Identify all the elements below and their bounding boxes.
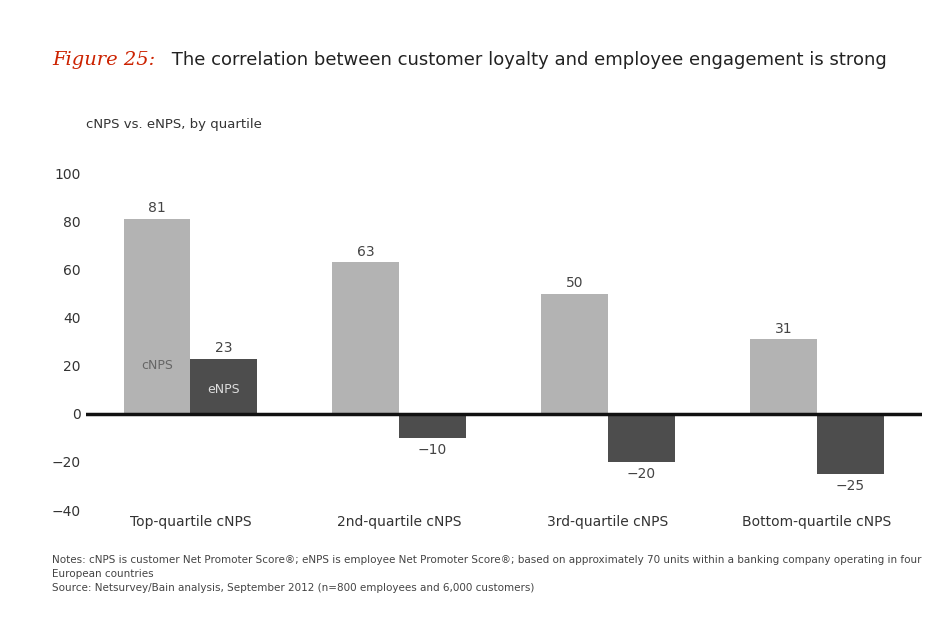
Bar: [817, 414, 884, 474]
Bar: [750, 339, 817, 414]
Text: The correlation between customer loyalty and employee engagement is strong: The correlation between customer loyalty…: [166, 51, 887, 69]
Text: eNPS: eNPS: [207, 383, 240, 396]
Text: European countries: European countries: [52, 569, 154, 579]
Text: −20: −20: [627, 466, 655, 481]
Bar: [190, 358, 257, 414]
Bar: [608, 414, 674, 462]
Text: 23: 23: [215, 341, 233, 355]
Bar: [124, 219, 190, 414]
Text: Notes: cNPS is customer Net Promoter Score®; eNPS is employee Net Promoter Score: Notes: cNPS is customer Net Promoter Sco…: [52, 555, 921, 565]
Text: cNPS: cNPS: [141, 360, 173, 372]
Text: 81: 81: [148, 202, 166, 215]
Text: −25: −25: [836, 479, 864, 493]
Text: 31: 31: [774, 322, 792, 336]
Text: Figure 25:: Figure 25:: [52, 51, 156, 69]
Text: 50: 50: [566, 276, 583, 290]
Bar: [399, 414, 466, 438]
Text: 63: 63: [357, 244, 374, 259]
Text: Source: Netsurvey/Bain analysis, September 2012 (n=800 employees and 6,000 custo: Source: Netsurvey/Bain analysis, Septemb…: [52, 583, 535, 593]
Text: −10: −10: [418, 443, 447, 457]
Text: cNPS vs. eNPS, by quartile: cNPS vs. eNPS, by quartile: [86, 118, 261, 131]
Bar: [542, 294, 608, 414]
Bar: [332, 262, 399, 414]
